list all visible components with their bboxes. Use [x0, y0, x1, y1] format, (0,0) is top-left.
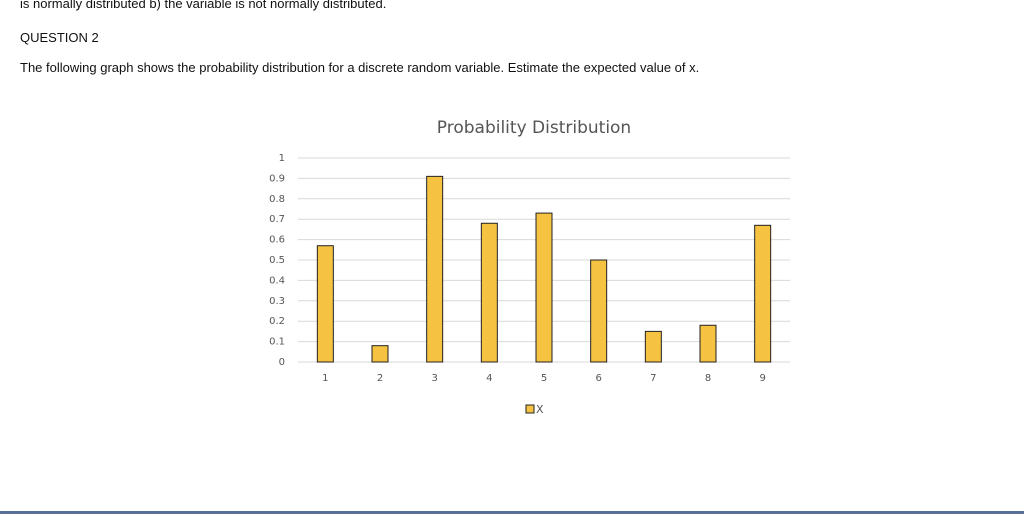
x-tick-label: 8 [705, 373, 711, 384]
x-tick-label: 5 [541, 373, 547, 384]
y-tick-label: 0.7 [269, 214, 285, 225]
legend-swatch [525, 404, 535, 414]
legend-label: X [536, 403, 544, 416]
x-tick-label: 1 [322, 373, 328, 384]
x-tick-label: 6 [595, 373, 601, 384]
text-line: is normally distributed b) the variable … [20, 0, 387, 11]
x-tick-label: 7 [650, 373, 656, 384]
x-tick-label: 4 [486, 373, 492, 384]
y-tick-label: 0.4 [269, 275, 285, 286]
chart-title: Probability Distribution [437, 118, 631, 138]
y-tick-label: 1 [279, 153, 285, 164]
bar [754, 224, 772, 363]
text-line: The following graph shows the probabilit… [20, 60, 700, 75]
bar [371, 345, 389, 363]
bar [480, 222, 498, 363]
y-tick-label: 0.6 [269, 235, 285, 246]
bar [426, 175, 444, 363]
y-tick-label: 0 [279, 357, 285, 368]
x-tick-label: 9 [759, 373, 765, 384]
y-tick-label: 0.1 [269, 337, 285, 348]
divider [0, 511, 1024, 514]
bar [699, 324, 717, 363]
y-tick-label: 0.9 [269, 173, 285, 184]
y-tick-label: 0.5 [269, 255, 285, 266]
x-tick-label: 2 [377, 373, 383, 384]
y-tick-label: 0.8 [269, 194, 285, 205]
bar [644, 330, 662, 363]
bar [590, 259, 608, 363]
heading: QUESTION 2 [20, 30, 99, 45]
bar [535, 212, 553, 363]
y-tick-label: 0.3 [269, 296, 285, 307]
x-tick-label: 3 [431, 373, 437, 384]
bar [316, 245, 334, 363]
y-tick-label: 0.2 [269, 316, 285, 327]
